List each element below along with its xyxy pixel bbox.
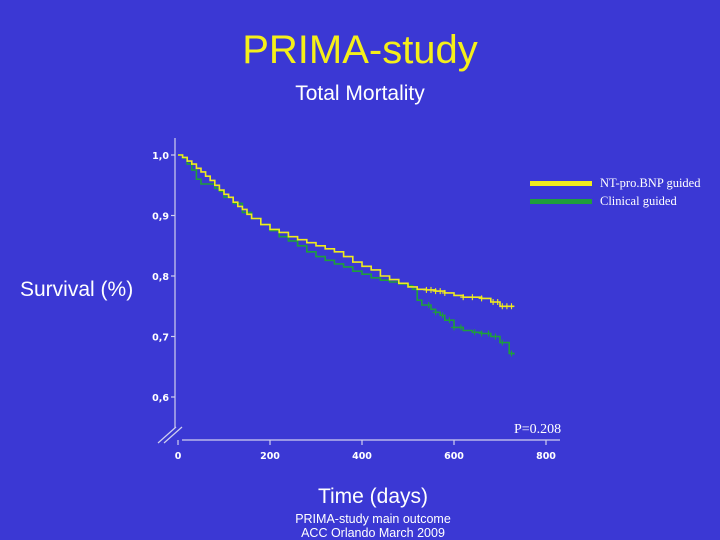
series-line-nt: [178, 154, 514, 308]
legend-label-clinical: Clinical guided: [600, 193, 677, 208]
axis-break-mark: [163, 426, 183, 444]
page-title: PRIMA-study: [242, 28, 478, 72]
y-tick-label: 1,0: [152, 151, 169, 162]
legend-label-nt: NT-pro.BNP guided: [600, 175, 701, 190]
footer-line-1: PRIMA-study main outcome: [295, 512, 451, 526]
y-tick-label: 0,8: [152, 272, 169, 283]
x-tick-label: 200: [260, 451, 280, 462]
p-value-annotation: P=0.208: [514, 422, 562, 437]
x-axis-label: Time (days): [317, 485, 429, 508]
legend-swatch-nt: [530, 180, 592, 186]
y-tick-label: 0,9: [152, 212, 169, 223]
x-tick-label: 600: [444, 451, 464, 462]
footer-line-2: ACC Orlando March 2009: [301, 526, 445, 540]
axis-break-mark: [157, 426, 177, 444]
y-axis-label: Survival (%): [20, 278, 134, 301]
x-tick-label: 0: [175, 451, 182, 462]
x-tick-label: 400: [352, 451, 372, 462]
legend-swatch-clinical: [530, 198, 592, 204]
legend-item-clinical: Clinical guided: [530, 192, 677, 210]
legend-item-nt: NT-pro.BNP guided: [530, 174, 700, 192]
chart-subtitle: Total Mortality: [295, 82, 425, 105]
x-tick-label: 800: [536, 451, 556, 462]
y-tick-label: 0,6: [152, 393, 169, 404]
series-line-clinical: [178, 154, 515, 355]
y-tick-label: 0,7: [152, 333, 169, 344]
